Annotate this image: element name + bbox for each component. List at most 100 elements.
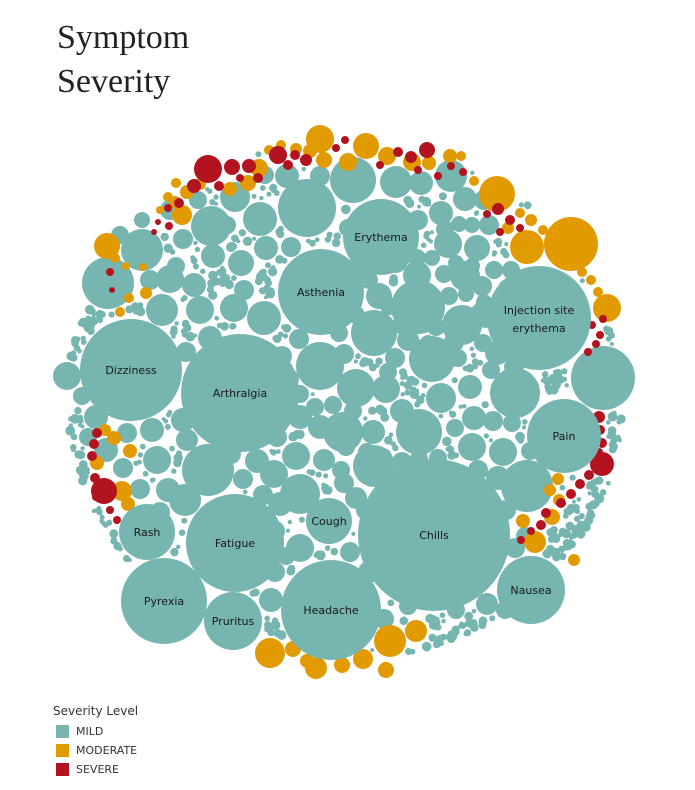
bubble-mild-85[interactable] — [140, 270, 160, 290]
bubble-mild-28[interactable] — [380, 166, 412, 198]
bubble-mild-small-541[interactable] — [166, 412, 172, 418]
bubble-mild-small-530[interactable] — [314, 237, 320, 242]
bubble-mild-small-537[interactable] — [264, 624, 273, 633]
bubble-mild-small-252[interactable] — [493, 239, 498, 244]
bubble-severe-44[interactable] — [584, 348, 592, 356]
bubble-severe-51[interactable] — [447, 162, 455, 170]
bubble-mild-97[interactable] — [176, 342, 196, 362]
bubble-severe-22[interactable] — [566, 489, 576, 499]
bubble-mild-143[interactable] — [482, 361, 500, 379]
bubble-moderate-25[interactable] — [334, 657, 350, 673]
bubble-mild-small-62[interactable] — [200, 268, 206, 275]
bubble-mild-small-434[interactable] — [564, 383, 569, 388]
bubble-mild-small-449[interactable] — [160, 232, 169, 242]
bubble-severe-4[interactable] — [269, 146, 287, 164]
bubble-mild-20[interactable] — [220, 294, 248, 322]
bubble-mild-small-166[interactable] — [465, 363, 475, 373]
bubble-mild-small-278[interactable] — [400, 392, 405, 397]
bubble-mild-small-508[interactable] — [74, 406, 82, 415]
bubble-mild-small-196[interactable] — [576, 497, 582, 502]
bubble-mild-small-423[interactable] — [370, 648, 375, 653]
bubble-moderate-64[interactable] — [110, 253, 120, 263]
legend-item-moderate[interactable]: MODERATE — [53, 741, 138, 760]
bubble-mild-small-233[interactable] — [192, 263, 199, 270]
bubble-mild-52[interactable] — [245, 449, 269, 473]
bubble-mild-small-495[interactable] — [558, 552, 567, 561]
bubble-mild-small-207[interactable] — [451, 377, 458, 384]
bubble-headache[interactable] — [281, 560, 381, 660]
bubble-mild-42[interactable] — [458, 433, 486, 461]
bubble-mild-small-160[interactable] — [571, 499, 576, 504]
bubble-mild-174[interactable] — [374, 448, 392, 466]
bubble-mild-130[interactable] — [344, 402, 362, 420]
bubble-mild-73[interactable] — [53, 362, 81, 390]
bubble-mild-small-47[interactable] — [309, 239, 316, 247]
bubble-severe-36[interactable] — [483, 210, 491, 218]
bubble-mild-51[interactable] — [268, 492, 292, 516]
bubble-moderate-58[interactable] — [456, 151, 466, 161]
bubble-rash[interactable] — [119, 504, 175, 560]
bubble-severe-12[interactable] — [283, 160, 293, 170]
bubble-mild-small-273[interactable] — [470, 352, 476, 358]
bubble-mild-37[interactable] — [337, 369, 375, 407]
bubble-fatigue[interactable] — [186, 494, 284, 592]
bubble-mild-43[interactable] — [489, 438, 517, 466]
bubble-mild-6[interactable] — [501, 460, 553, 512]
bubble-mild-67[interactable] — [113, 458, 133, 478]
bubble-mild-small-604[interactable] — [595, 476, 604, 485]
bubble-mild-small-251[interactable] — [265, 262, 271, 269]
bubble-moderate-52[interactable] — [512, 236, 522, 246]
bubble-mild-small-231[interactable] — [271, 617, 279, 624]
bubble-mild-161[interactable] — [360, 271, 378, 289]
bubble-mild-small-478[interactable] — [142, 470, 149, 477]
bubble-mild-44[interactable] — [486, 466, 510, 490]
bubble-mild-small-578[interactable] — [74, 450, 83, 459]
bubble-mild-small-500[interactable] — [417, 397, 424, 404]
bubble-mild-small-514[interactable] — [439, 612, 446, 618]
bubble-mild-small-45[interactable] — [137, 452, 144, 458]
bubble-mild-small-554[interactable] — [71, 339, 77, 345]
bubble-moderate-11[interactable] — [443, 149, 457, 163]
bubble-mild-small-599[interactable] — [273, 334, 282, 343]
bubble-mild-small-535[interactable] — [133, 302, 138, 307]
bubble-mild-131[interactable] — [313, 449, 335, 471]
bubble-moderate-39[interactable] — [516, 514, 530, 528]
bubble-mild-small-59[interactable] — [70, 414, 80, 424]
bubble-mild-small-399[interactable] — [228, 242, 237, 251]
bubble-mild-small-447[interactable] — [281, 257, 288, 264]
bubble-mild-small-526[interactable] — [324, 545, 331, 551]
bubble-mild-small-67[interactable] — [559, 484, 566, 491]
bubble-moderate-54[interactable] — [586, 275, 596, 285]
bubble-severe-40[interactable] — [599, 315, 607, 323]
bubble-mild-small-445[interactable] — [399, 381, 405, 387]
bubble-mild-176[interactable] — [449, 349, 467, 367]
bubble-pyrexia[interactable] — [121, 558, 207, 644]
bubble-mild-small-454[interactable] — [190, 255, 195, 260]
bubble-mild-small-170[interactable] — [181, 517, 188, 524]
bubble-mild-small-465[interactable] — [161, 417, 166, 422]
bubble-moderate-18[interactable] — [223, 182, 237, 196]
bubble-mild-149[interactable] — [440, 287, 458, 305]
bubble-nausea[interactable] — [497, 556, 565, 624]
bubble-mild-small-536[interactable] — [422, 641, 432, 652]
bubble-mild-82[interactable] — [281, 237, 301, 257]
bubble-mild-small-130[interactable] — [574, 515, 581, 522]
bubble-mild-3[interactable] — [278, 179, 336, 237]
bubble-mild-small-275[interactable] — [617, 437, 622, 443]
bubble-mild-small-506[interactable] — [79, 466, 89, 477]
bubble-mild-178[interactable] — [427, 318, 445, 336]
bubble-mild-small-576[interactable] — [552, 385, 558, 390]
bubble-severe-29[interactable] — [89, 439, 99, 449]
bubble-mild-small-531[interactable] — [522, 425, 527, 430]
bubble-mild-small-168[interactable] — [264, 615, 271, 622]
bubble-mild-95[interactable] — [234, 280, 254, 300]
bubble-mild-31[interactable] — [453, 187, 477, 211]
bubble-mild-small-608[interactable] — [322, 487, 330, 495]
bubble-mild-small-55[interactable] — [368, 406, 377, 415]
bubble-mild-small-400[interactable] — [208, 270, 218, 281]
bubble-mild-4[interactable] — [330, 157, 376, 203]
bubble-mild-89[interactable] — [189, 191, 207, 209]
bubble-erythema[interactable] — [343, 199, 419, 275]
bubble-mild-1[interactable] — [571, 346, 635, 410]
bubble-mild-small-422[interactable] — [392, 444, 399, 452]
